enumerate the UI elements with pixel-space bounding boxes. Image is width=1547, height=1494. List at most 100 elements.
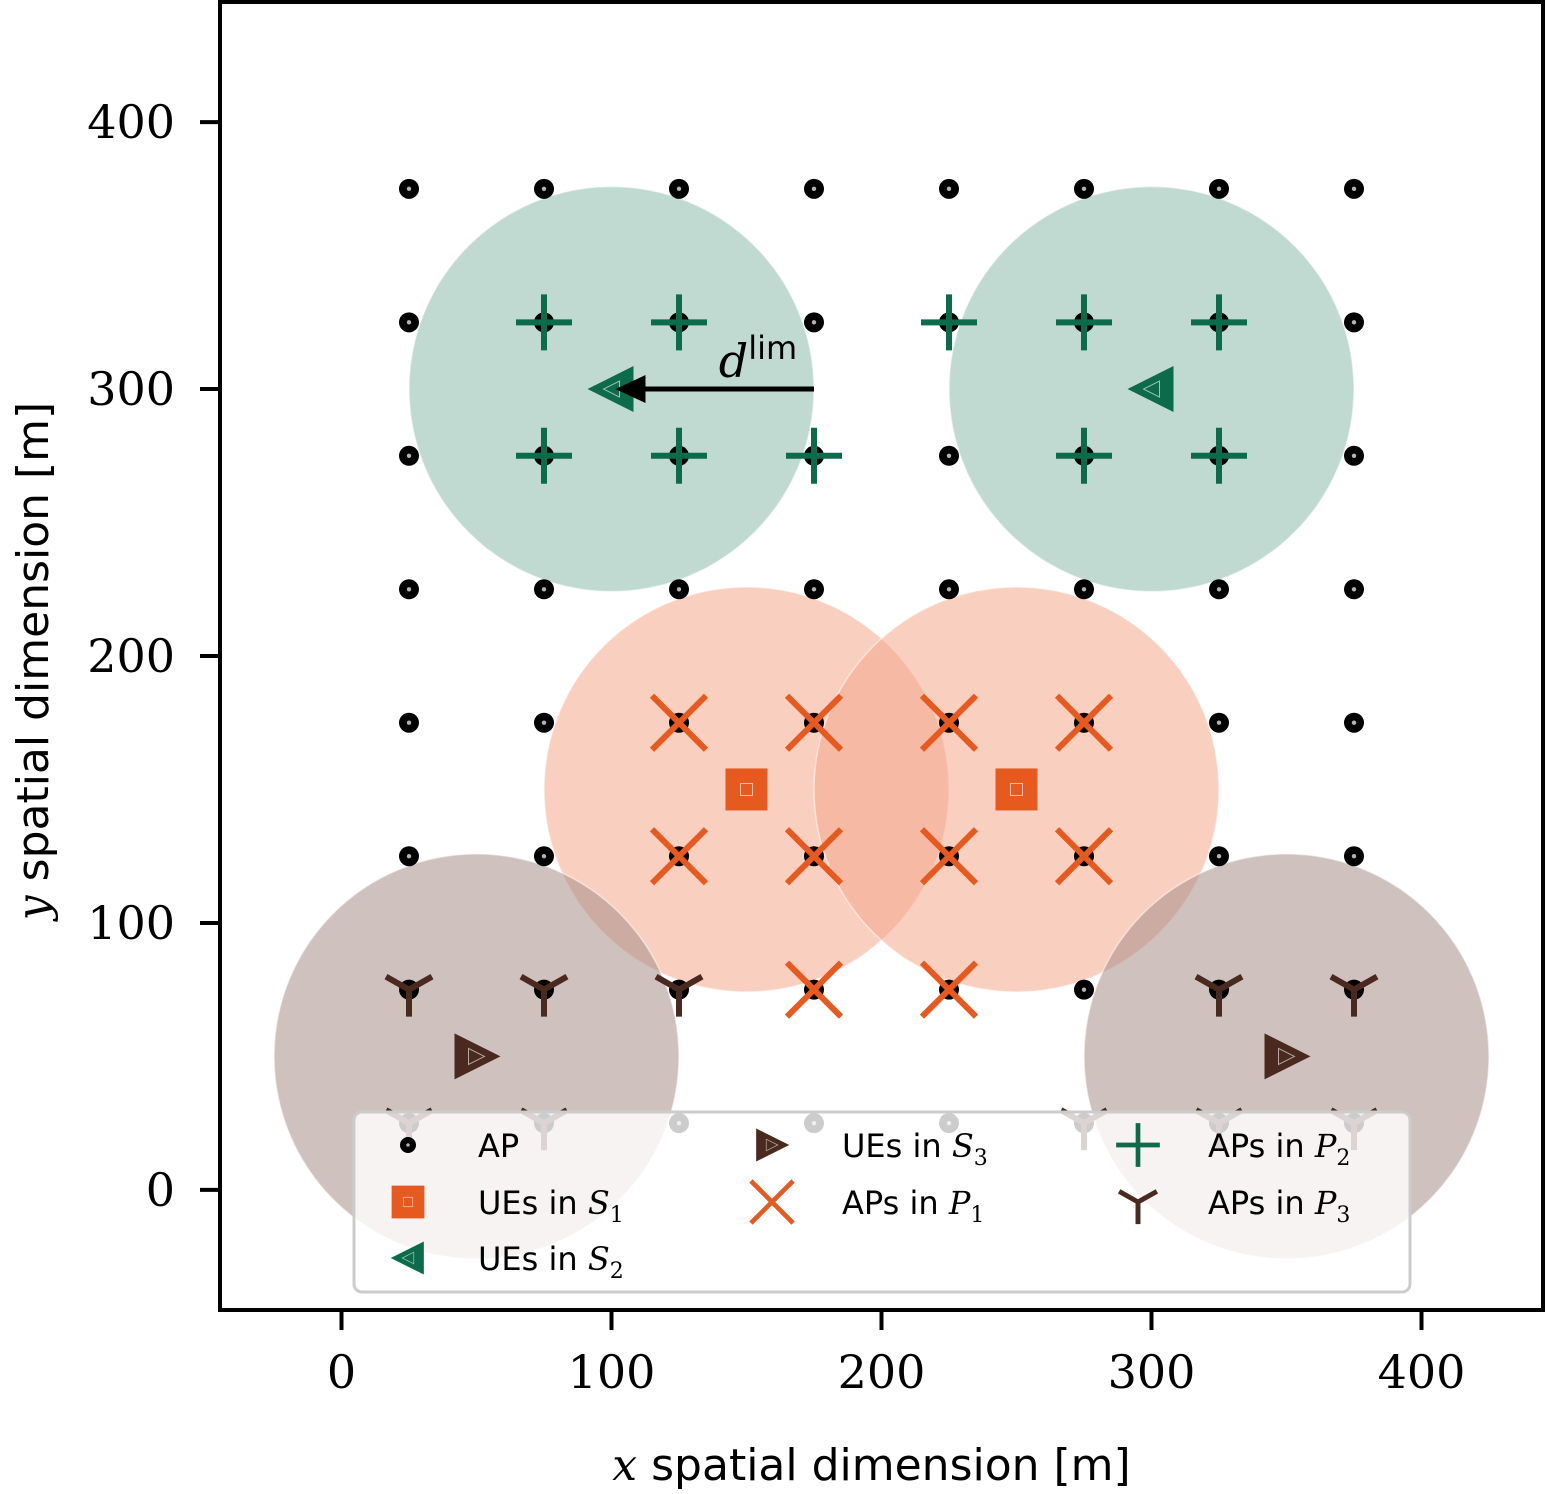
legend-label-set: S (952, 1127, 974, 1165)
legend-label-sub: 1 (610, 1203, 624, 1228)
ap-p2-marker (516, 294, 572, 351)
ap-marker (399, 712, 419, 733)
ap-marker (804, 312, 824, 333)
ap-marker (1344, 846, 1364, 867)
ap-p2-marker (1056, 294, 1112, 351)
ap-p2-marker (516, 427, 572, 484)
ap-p3-marker (1194, 974, 1244, 1017)
legend-label-text: UEs in (478, 1240, 588, 1278)
x-axis-label: x spatial dimension [m] (612, 1440, 1130, 1491)
legend-label-sub: 2 (610, 1259, 624, 1284)
x-tick-label: 200 (838, 1345, 926, 1399)
distance-annotation: dlim (615, 329, 814, 404)
ap-marker (1074, 178, 1094, 199)
ap-marker (669, 178, 689, 199)
legend-marker (756, 1128, 790, 1162)
ap-marker (804, 178, 824, 199)
legend-label: UEs in S1 (478, 1184, 624, 1228)
legend-item-ap: AP (400, 1127, 519, 1165)
ap-p1-marker (919, 960, 979, 1019)
ap-p2-marker (786, 427, 842, 484)
ue-s3-marker (1264, 1033, 1311, 1080)
legend-label: APs in P1 (842, 1184, 984, 1228)
ap-p1-marker (649, 693, 709, 752)
legend-box (352, 1110, 1412, 1294)
legend-label: AP (478, 1127, 519, 1165)
legend-label-text: APs in (842, 1184, 949, 1222)
ap-marker (1209, 846, 1229, 867)
ap-p3-marker (384, 974, 434, 1017)
ap-marker (1344, 445, 1364, 466)
annotation-label: dlim (719, 329, 797, 388)
annotation-arrow-head (615, 375, 646, 404)
ap-marker (399, 312, 419, 333)
ap-p1-marker (784, 960, 844, 1019)
legend-label-set: P (1314, 1127, 1337, 1165)
ap-marker (1344, 178, 1364, 199)
legend-label-sub: 3 (974, 1146, 988, 1171)
x-tick-label: 0 (327, 1345, 356, 1399)
ap-p3-marker (1329, 974, 1379, 1017)
legend-item-ap-p1: APs in P1 (749, 1179, 984, 1228)
legend-item-ue-s2: UEs in S2 (390, 1240, 624, 1284)
ap-p1-marker (919, 827, 979, 886)
legend-label: UEs in S3 (842, 1127, 988, 1171)
axes: 0 100 200 300 400 0 100 200 300 400 (87, 95, 1465, 1399)
ap-marker (534, 178, 554, 199)
x-tick-label: 400 (1378, 1345, 1466, 1399)
ap-p2-marker (1191, 294, 1247, 351)
legend-label-set: P (948, 1184, 971, 1222)
legend-label: APs in P3 (1208, 1184, 1350, 1228)
ap-p1-marker (1054, 827, 1114, 886)
x-tick-label: 100 (568, 1345, 656, 1399)
ap-marker (534, 579, 554, 600)
legend-label-set: P (1314, 1184, 1337, 1222)
ue-s3-marker (454, 1033, 501, 1080)
ap-p1-marker (649, 827, 709, 886)
legend-label-text: UEs in (842, 1127, 952, 1165)
ap-marker (1074, 979, 1094, 1000)
ap-marker (669, 579, 689, 600)
ap-marker (939, 445, 959, 466)
legend-label: APs in P2 (1208, 1127, 1350, 1171)
ap-marker (399, 579, 419, 600)
ap-p2-marker (921, 294, 977, 351)
legend-marker (1117, 1189, 1159, 1225)
ap-p1-marker (919, 693, 979, 752)
legend-marker (749, 1179, 795, 1225)
legend-label-sub: 3 (1336, 1203, 1350, 1228)
x-axis-label-var: x (612, 1440, 637, 1491)
ap-marker (534, 712, 554, 733)
ap-p2-marker (1191, 427, 1247, 484)
ap-marker (939, 579, 959, 600)
legend-marker (391, 1185, 425, 1219)
ue-s2-marker (1127, 366, 1174, 413)
legend-label-text: APs in (1208, 1127, 1315, 1165)
legend-marker (1116, 1123, 1160, 1167)
ap-p1-marker (784, 693, 844, 752)
ue-s1-marker (725, 768, 768, 811)
legend-label: UEs in S2 (478, 1240, 624, 1284)
legend-marker (400, 1137, 416, 1153)
y-tick-label: 0 (146, 1163, 175, 1217)
x-axis-label-text: spatial dimension [m] (651, 1440, 1131, 1491)
ap-marker (399, 846, 419, 867)
ap-p2-marker (1056, 427, 1112, 484)
ap-marker (399, 178, 419, 199)
legend-label-text: APs in (1208, 1184, 1315, 1222)
y-tick-label: 400 (87, 95, 175, 149)
y-axis-label-var: y (8, 894, 59, 922)
legend-label-set: S (588, 1240, 610, 1278)
legend-item-ue-s3: UEs in S3 (756, 1127, 988, 1171)
y-axis-label: y spatial dimension [m] (8, 402, 59, 922)
ap-p1-marker (784, 827, 844, 886)
legend-label-set: S (588, 1184, 610, 1222)
ap-marker (939, 178, 959, 199)
ap-p3-marker (654, 974, 704, 1017)
ap-marker (1344, 712, 1364, 733)
ap-p3-marker (519, 974, 569, 1017)
ap-p2-marker (651, 294, 707, 351)
coverage-circles (273, 185, 1490, 1260)
annotation-label-sup: lim (748, 329, 797, 367)
